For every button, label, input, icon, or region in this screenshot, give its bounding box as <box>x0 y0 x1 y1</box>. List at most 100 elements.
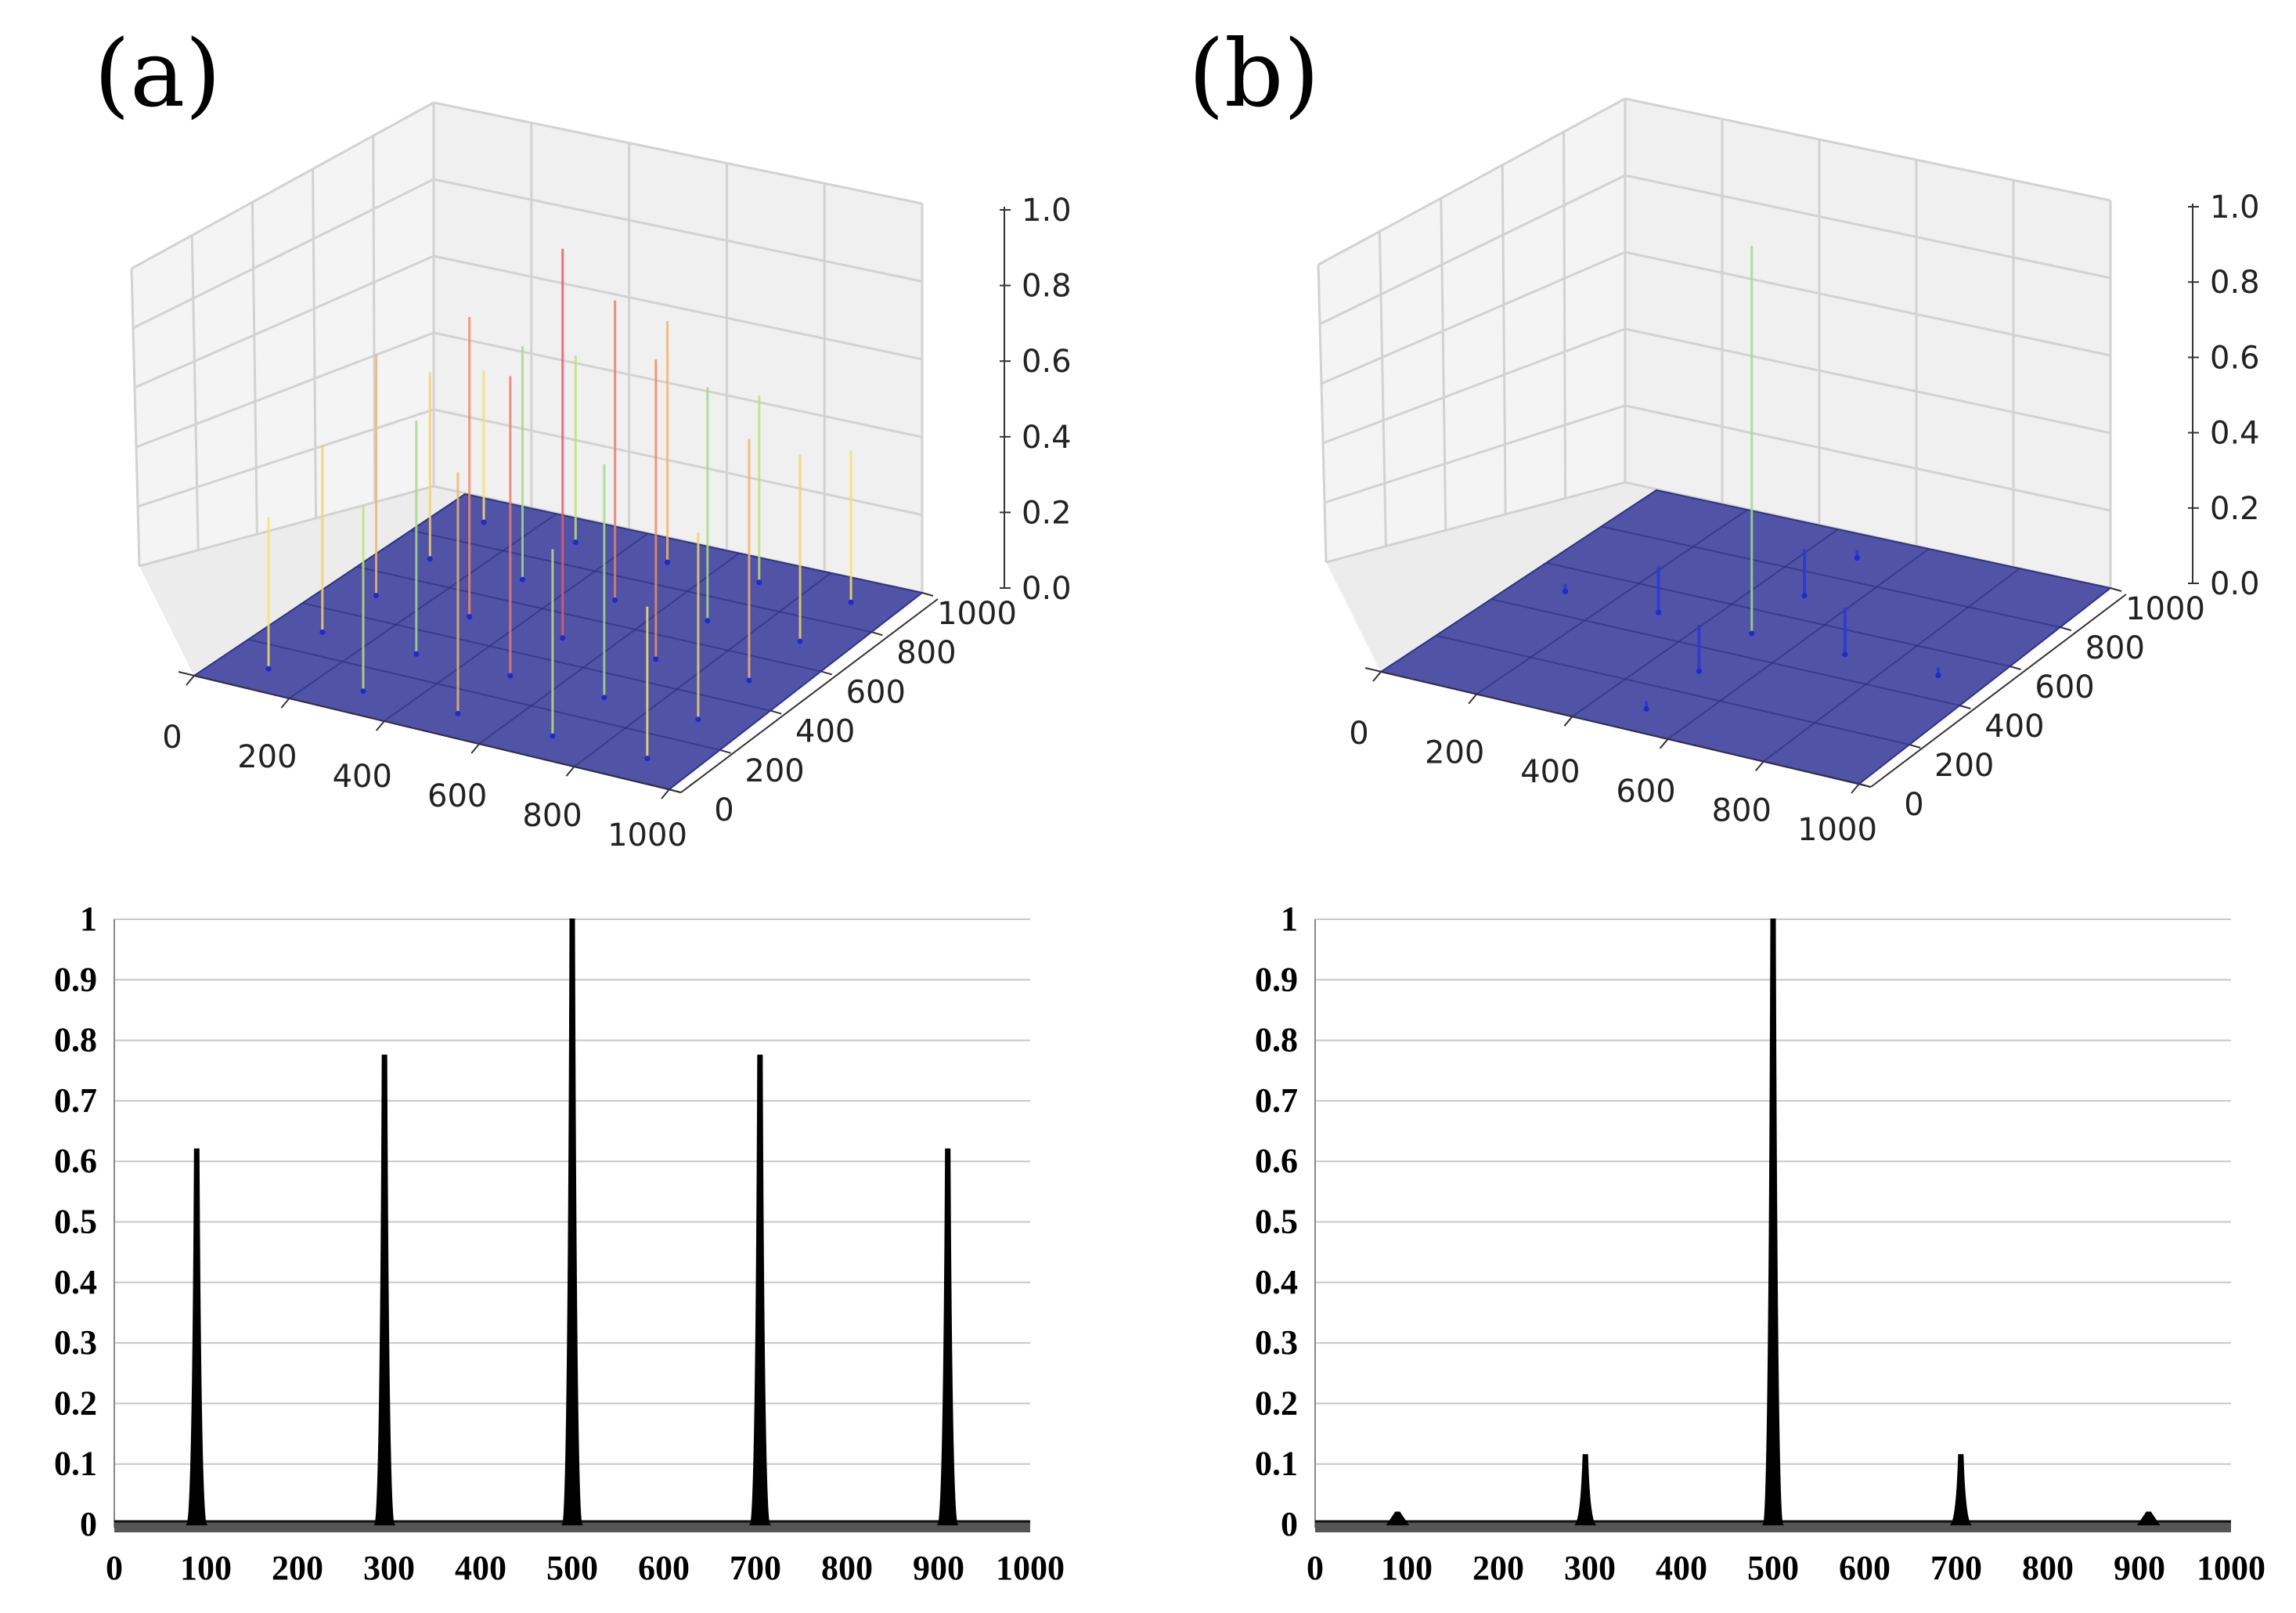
plane-grid-line <box>410 529 872 633</box>
y-tick-label: 600 <box>2035 669 2094 705</box>
stem-base-7 <box>467 614 473 620</box>
x-tick-label: 1000 <box>996 1549 1065 1587</box>
y-tick-label: 0 <box>1904 787 1923 823</box>
y-tick-label: 1 <box>80 900 97 938</box>
plane-grid-line <box>302 602 771 712</box>
grid-line <box>312 168 318 518</box>
x-tick <box>1659 738 1669 749</box>
x-tick-label: 800 <box>1712 792 1772 828</box>
y-tick-label: 0.8 <box>1255 1021 1298 1059</box>
z-tick-label: 0.4 <box>2210 416 2260 452</box>
grid-line <box>1624 327 2111 435</box>
stem-base-6 <box>413 651 420 657</box>
x-tick <box>280 698 290 709</box>
x-tick-label: 0 <box>106 1549 123 1587</box>
peak-3 <box>1949 1454 1972 1525</box>
z-tick-label: 0.8 <box>2210 265 2260 301</box>
x-tick-label: 300 <box>363 1549 415 1587</box>
y-tick-label: 0.4 <box>1255 1263 1298 1301</box>
y-tick-label: 0.9 <box>1255 960 1298 998</box>
stem-base-9 <box>572 539 579 546</box>
y-tick <box>669 788 681 793</box>
grid-line <box>1317 264 1328 563</box>
peak-2 <box>1762 918 1784 1525</box>
x-tick-label: 0 <box>162 720 182 756</box>
grid-line <box>135 331 434 449</box>
stem-base-18 <box>705 618 711 624</box>
x-tick-label: 200 <box>1472 1549 1524 1587</box>
x-tick <box>661 788 670 799</box>
x-tick-label: 1000 <box>1797 812 1877 848</box>
panel-b-surface-plot: 02004006008001000020040060080010000.00.2… <box>1317 97 2260 848</box>
stem-base-2 <box>373 593 380 599</box>
stem-base-8 <box>1854 555 1860 561</box>
plane-grid-line <box>1667 548 1930 740</box>
plane-grid-line <box>247 638 720 751</box>
y-tick <box>1959 705 1971 709</box>
y-tick-label: 0.2 <box>1255 1384 1298 1422</box>
plane-grid-line <box>573 572 831 767</box>
grid-line <box>1322 327 1626 445</box>
panel-b-profile-chart: 0 0.1 0.2 0.3 0.4 0.5 0.6 0.7 0.8 0.9 1 0 100 200 300 4… <box>1255 900 2265 1587</box>
x-tick-label: 1000 <box>607 817 687 853</box>
baseline <box>114 1521 1030 1532</box>
x-axis-line <box>178 671 682 793</box>
y-tick-label: 800 <box>896 635 956 671</box>
grid-line <box>137 408 434 508</box>
back-pane-left <box>1318 99 1625 562</box>
grid-line <box>1319 174 1626 326</box>
stem-base-1 <box>1656 609 1662 615</box>
x-tick-label: 700 <box>1930 1549 1982 1587</box>
plane-grid-line <box>1436 634 1910 745</box>
grid-line <box>1563 132 1567 499</box>
y-tick <box>2060 626 2072 631</box>
x-tick-label: 200 <box>1425 735 1484 771</box>
stem-base-13 <box>612 597 618 603</box>
stem-base-7 <box>1643 705 1649 712</box>
stem-base-21 <box>695 716 701 723</box>
plane-grid-line <box>1571 529 1839 718</box>
stem-base-22 <box>746 677 752 684</box>
panel-b-label: (b) <box>1188 20 1320 128</box>
x-tick-label: 500 <box>546 1549 598 1587</box>
z-tick-label: 0.4 <box>1022 420 1072 456</box>
z-tick-label: 0.0 <box>2210 566 2260 602</box>
y-tick-label: 0.5 <box>1255 1203 1298 1241</box>
y-tick-label: 0.1 <box>1255 1445 1298 1483</box>
plane-grid-line <box>356 565 822 673</box>
x-tick-label: 100 <box>180 1549 232 1587</box>
x-tick <box>186 675 195 686</box>
y-tick <box>871 631 883 637</box>
plane-grid-line <box>288 513 557 699</box>
grid-line <box>1317 97 1626 266</box>
x-tick-label: 800 <box>2022 1549 2074 1587</box>
y-tick-label: 400 <box>795 714 855 750</box>
y-tick-label: 0.6 <box>54 1142 97 1180</box>
stem-base-1 <box>319 629 326 635</box>
peak-4 <box>2136 1511 2161 1525</box>
grid-line <box>1440 198 1447 531</box>
y-tick <box>1909 744 1921 749</box>
y-tick-label: 200 <box>744 753 804 789</box>
plane-grid-line <box>1545 561 2010 667</box>
stem-base-8 <box>519 576 525 583</box>
peak-1 <box>1574 1454 1597 1525</box>
panel-a-label: (a) <box>94 20 221 128</box>
y-tick-label: 0 <box>1281 1505 1298 1543</box>
y-tick-label: 0.2 <box>54 1384 97 1422</box>
y-tick <box>820 670 833 676</box>
x-tick-label: 0 <box>1349 716 1368 752</box>
z-tick-label: 0.6 <box>2210 340 2260 376</box>
y-axis-line <box>1870 594 2127 788</box>
stem-base-0 <box>265 666 272 672</box>
grid-line <box>132 178 434 330</box>
stem-base-24 <box>848 599 854 605</box>
stem-base-0 <box>1749 630 1755 637</box>
x-tick-label: 100 <box>1381 1549 1433 1587</box>
x-tick-label: 400 <box>455 1549 506 1587</box>
y-tick <box>719 749 731 754</box>
plane-grid-line <box>478 552 740 745</box>
y-tick-label: 0.1 <box>54 1445 97 1483</box>
y-tick-label: 1000 <box>2125 591 2205 627</box>
